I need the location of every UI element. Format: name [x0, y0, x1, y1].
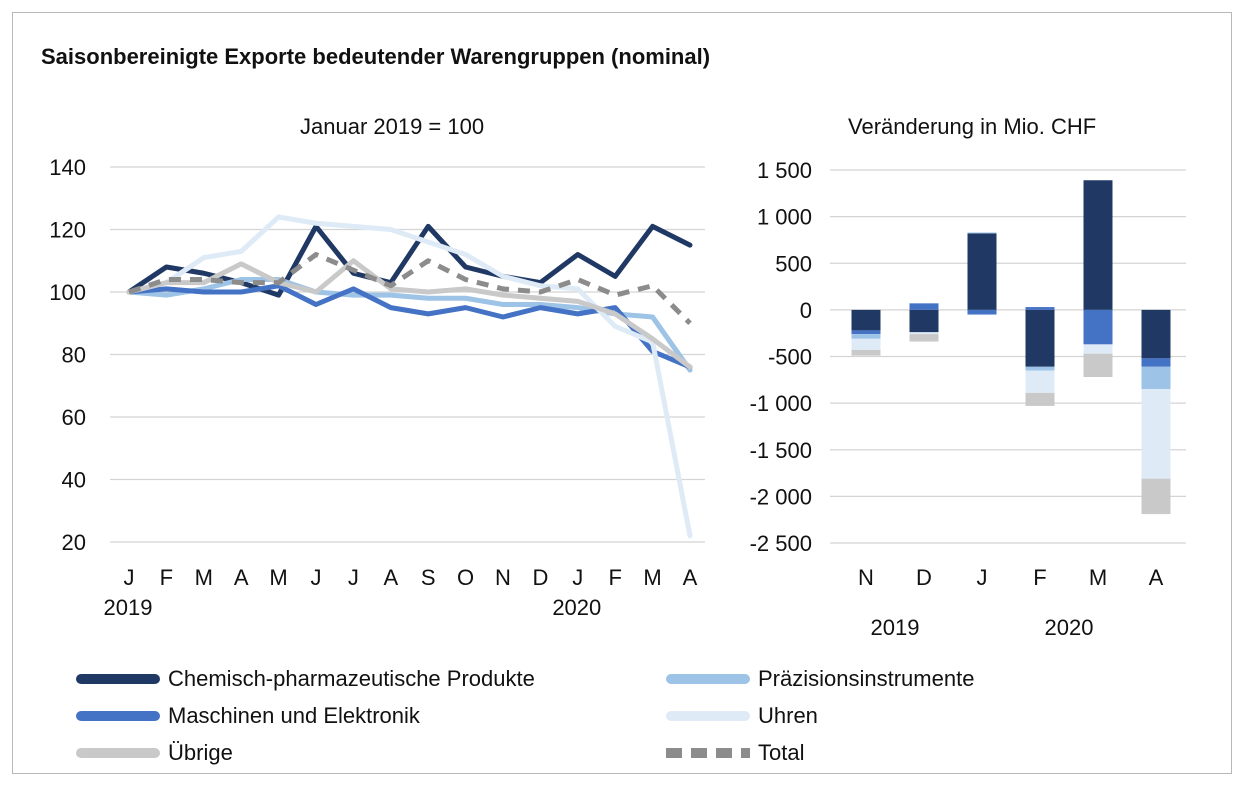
legend-label-masch: Maschinen und Elektronik: [168, 703, 420, 728]
line-x-tick-label: J: [124, 565, 135, 590]
line-x-tick-label: M: [643, 565, 661, 590]
line-x-tick-label: S: [421, 565, 436, 590]
bar-y-tick-label: 1 000: [757, 205, 812, 230]
bar-y-tick-label: -2 500: [750, 531, 812, 556]
legend-swatch-masch: [76, 711, 160, 721]
bar-segment-chem: [1083, 180, 1113, 310]
bar-segment-uebrige: [1083, 353, 1113, 378]
chart-title: Saisonbereinigte Exporte bedeutender War…: [41, 44, 711, 69]
bar-segment-masch: [967, 309, 997, 315]
bar-x-tick-label: N: [858, 565, 874, 590]
bar-year-label: 2019: [871, 615, 920, 640]
bar-segment-praez: [1025, 366, 1055, 371]
line-year-label: 2019: [104, 595, 153, 620]
bar-segment-uhren: [1083, 344, 1113, 354]
legend-swatch-praez: [666, 674, 750, 684]
bar-segment-masch: [909, 303, 939, 310]
bar-x-tick-label: J: [977, 565, 988, 590]
line-y-tick-label: 140: [49, 155, 86, 180]
line-x-tick-label: M: [195, 565, 213, 590]
line-series-uhren: [126, 214, 693, 539]
bar-x-tick-label: F: [1033, 565, 1046, 590]
bar-segment-praez: [967, 232, 997, 234]
legend: Chemisch-pharmazeutische Produkte Präzis…: [76, 662, 1216, 772]
bar-y-tick-label: -1 500: [750, 438, 812, 463]
bar-segment-uhren: [851, 338, 881, 350]
line-y-tick-label: 80: [62, 343, 86, 368]
bar-segment-chem: [1141, 309, 1171, 359]
legend-item-uhren: Uhren: [666, 699, 818, 733]
bar-segment-uhren: [1025, 370, 1055, 393]
bar-segment-uebrige: [851, 349, 881, 356]
legend-label-chem: Chemisch-pharmazeutische Produkte: [168, 666, 535, 691]
line-year-label: 2020: [552, 595, 601, 620]
legend-swatch-chem: [76, 674, 160, 684]
bar-segment-uhren: [1141, 389, 1171, 479]
legend-label-total: Total: [758, 740, 805, 765]
line-y-tick-label: 100: [49, 280, 86, 305]
bar-y-tick-label: -2 000: [750, 484, 812, 509]
bar-segment-masch: [1083, 309, 1113, 345]
legend-item-masch: Maschinen und Elektronik: [76, 699, 420, 733]
bar-x-tick-label: D: [916, 565, 932, 590]
legend-item-total: Total: [666, 736, 804, 770]
bar-segment-chem: [1025, 309, 1055, 367]
legend-label-uhren: Uhren: [758, 703, 818, 728]
chart-frame: [12, 12, 1232, 774]
line-chart-subtitle: Januar 2019 = 100: [300, 114, 485, 139]
line-x-tick-label: A: [234, 565, 249, 590]
line-x-tick-label: F: [160, 565, 173, 590]
line-x-tick-label: O: [457, 565, 474, 590]
legend-label-uebrige: Übrige: [168, 740, 233, 765]
bar-segment-chem: [909, 309, 939, 333]
line-x-tick-label: D: [532, 565, 548, 590]
bar-segment-chem: [967, 233, 997, 310]
bar-year-label: 2020: [1045, 615, 1094, 640]
legend-item-praez: Präzisionsinstrumente: [666, 662, 974, 696]
legend-swatch-uebrige: [76, 748, 160, 758]
bar-x-tick-label: M: [1089, 565, 1107, 590]
bar-chart-subtitle: Veränderung in Mio. CHF: [848, 114, 1097, 139]
legend-swatch-uhren: [666, 711, 750, 721]
line-y-tick-label: 60: [62, 405, 86, 430]
bar-segment-uhren: [909, 332, 939, 335]
line-y-tick-label: 40: [62, 468, 86, 493]
line-x-tick-label: M: [269, 565, 287, 590]
line-x-tick-label: F: [608, 565, 621, 590]
bar-segment-uebrige: [1025, 392, 1055, 406]
bar-segment-chem: [851, 309, 881, 331]
line-y-tick-label: 20: [62, 530, 86, 555]
line-x-tick-label: A: [383, 565, 398, 590]
bar-x-tick-label: A: [1149, 565, 1164, 590]
bar-segment-praez: [1141, 366, 1171, 390]
legend-item-chem: Chemisch-pharmazeutische Produkte: [76, 662, 535, 696]
bar-y-tick-label: -1 000: [750, 391, 812, 416]
line-series-uebrige: [126, 258, 693, 370]
line-series-total: [128, 252, 692, 326]
line-y-tick-label: 120: [49, 218, 86, 243]
line-x-tick-label: J: [572, 565, 583, 590]
line-x-tick-label: N: [495, 565, 511, 590]
legend-label-praez: Präzisionsinstrumente: [758, 666, 975, 691]
bar-y-tick-label: 0: [800, 298, 812, 323]
line-x-tick-label: A: [683, 565, 698, 590]
bar-segment-masch: [1025, 307, 1055, 310]
bar-y-tick-label: -500: [768, 345, 812, 370]
legend-item-uebrige: Übrige: [76, 736, 233, 770]
bar-segment-uebrige: [909, 334, 939, 342]
bar-segment-masch: [851, 330, 881, 335]
bar-segment-praez: [851, 334, 881, 339]
line-x-tick-label: J: [348, 565, 359, 590]
bar-segment-uebrige: [1141, 478, 1171, 515]
bar-y-tick-label: 1 500: [757, 158, 812, 183]
bar-y-tick-label: 500: [775, 251, 812, 276]
line-series-chem: [126, 223, 693, 298]
bar-segment-masch: [1141, 358, 1171, 367]
legend-swatch-total: [666, 748, 750, 758]
line-x-tick-label: J: [311, 565, 322, 590]
